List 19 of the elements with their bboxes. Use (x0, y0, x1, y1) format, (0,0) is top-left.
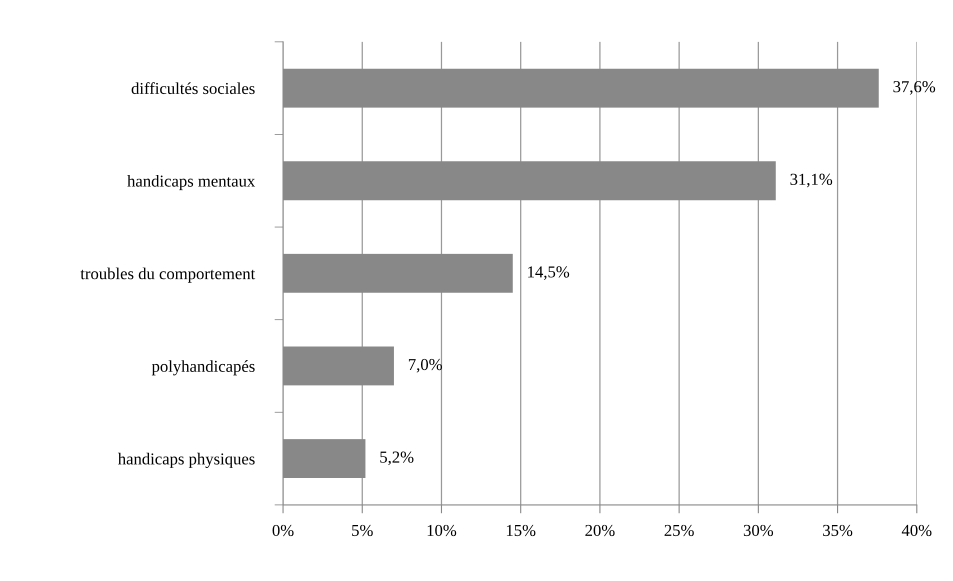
x-tick-label: 25% (664, 524, 694, 536)
x-tick-label: 40% (902, 524, 932, 536)
data-label: 37,6% (893, 81, 936, 95)
y-tick-label: polyhandicapés (152, 360, 255, 376)
data-label: 5,2% (380, 452, 414, 466)
y-tick-label: handicaps physiques (118, 452, 255, 468)
x-tick-label: 20% (585, 524, 615, 536)
data-label: 14,5% (528, 266, 570, 280)
data-label: 31,1% (790, 174, 832, 188)
data-label: 7,0% (408, 358, 442, 373)
y-tick-label: troubles du comportement (80, 268, 256, 283)
x-tick-label: 30% (744, 524, 774, 536)
x-tick-label: 10% (428, 524, 456, 536)
y-tick-label: difficultés sociales (132, 82, 255, 94)
y-tick-label: handicaps mentaux (127, 174, 256, 190)
x-tick-label: 5% (352, 524, 373, 536)
x-tick-label: 15% (506, 524, 536, 536)
x-tick-label: 35% (823, 524, 852, 536)
x-tick-label: 0% (272, 524, 294, 536)
